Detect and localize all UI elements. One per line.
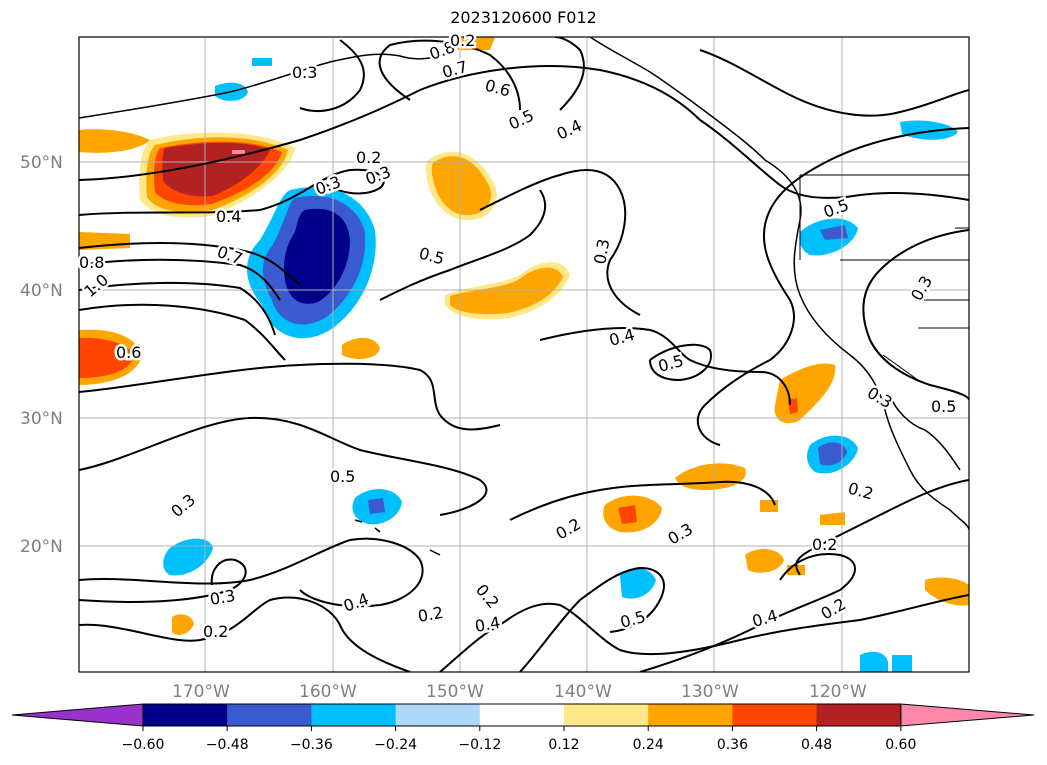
contour-label-halo: 0.5	[931, 397, 956, 416]
contour-label: 0.3	[590, 237, 613, 265]
negative-anomaly-region	[368, 498, 385, 514]
negative-anomaly-region	[900, 120, 958, 140]
political-borders	[799, 174, 969, 381]
positive-anomaly-region	[172, 614, 194, 635]
colorbar-swatch	[311, 704, 397, 726]
colorbar-swatch	[479, 704, 565, 726]
positive-anomaly-region	[455, 37, 495, 50]
contour-label-halo: 0.3	[292, 63, 317, 82]
positive-anomaly-region	[745, 548, 784, 573]
colorbar-tick-label: 0.12	[548, 737, 579, 753]
positive-anomaly-region	[232, 150, 245, 154]
positive-anomaly-region	[162, 142, 270, 197]
positive-anomaly-region	[431, 156, 492, 216]
colorbar-tick-label: −0.60	[122, 737, 165, 753]
contour-label: 0.2	[812, 535, 837, 554]
contour-label-halo: 0.8	[79, 253, 104, 272]
lon-label: 120°W	[809, 682, 867, 702]
colorbar-tick-label: 0.36	[717, 737, 748, 753]
positive-anomaly-region	[450, 267, 563, 315]
lon-label: 170°W	[172, 682, 230, 702]
colorbar-swatch	[648, 704, 733, 726]
colorbar-tick-label: 0.60	[885, 737, 916, 753]
contour-label: 0.6	[116, 343, 141, 362]
contour-label: 0.2	[203, 622, 228, 641]
longitude-labels: 170°W 160°W 150°W 140°W 130°W 120°W	[172, 682, 867, 702]
contour-label-halo: 0.5	[330, 467, 355, 486]
negative-anomaly-region	[163, 538, 213, 576]
negative-anomaly-region	[818, 442, 847, 466]
lat-label: 40°N	[20, 281, 63, 301]
contour-label: 0.2	[356, 148, 381, 167]
contour-label: 0.2	[450, 31, 475, 50]
positive-anomaly-region	[79, 337, 134, 378]
colorbar-tick-label: −0.36	[290, 737, 333, 753]
lat-label: 20°N	[20, 537, 63, 557]
contour-label-halo: 0.2	[203, 622, 228, 641]
contour-label: 0.8	[79, 253, 104, 272]
filled-anomaly-layer	[79, 37, 969, 672]
contour-label: 0.5	[931, 397, 956, 416]
positive-anomaly-region	[925, 577, 969, 606]
negative-anomaly-region	[892, 655, 912, 672]
contour-label: 0.5	[330, 467, 355, 486]
latitude-labels: 50°N 40°N 30°N 20°N	[20, 153, 63, 557]
positive-anomaly-region	[820, 512, 845, 525]
contour-label: 0.3	[292, 63, 317, 82]
colorbar-swatch	[395, 704, 481, 726]
contour-label-halo: 0.2	[450, 31, 475, 50]
lon-label: 160°W	[299, 682, 357, 702]
positive-anomaly-region	[342, 337, 380, 360]
colorbar-swatch	[564, 704, 649, 726]
contour-label: 0.4	[216, 207, 241, 226]
colorbar-swatch	[816, 704, 902, 726]
contour-label: 0.4	[473, 613, 501, 636]
positive-anomaly-region	[618, 505, 637, 524]
positive-anomaly-region	[79, 232, 130, 250]
colorbar: −0.60 −0.48 −0.36 −0.24 −0.12 0.12 0.24 0.36 0.4…	[11, 703, 1035, 753]
lon-label: 150°W	[426, 682, 484, 702]
negative-anomaly-region	[620, 568, 656, 599]
contour-label-halo: 0.4	[216, 207, 241, 226]
colorbar-swatch	[143, 704, 228, 726]
contour-label: 0.2	[416, 603, 444, 626]
colorbar-outline	[142, 703, 902, 727]
coastline	[79, 37, 969, 556]
lat-label: 50°N	[20, 153, 63, 173]
colorbar-extend-max	[900, 703, 1035, 727]
colorbar-tick-label: 0.24	[633, 737, 664, 753]
colorbar-swatch	[732, 704, 818, 726]
lat-label: 30°N	[20, 409, 63, 429]
contour-label-halo: 0.6	[116, 343, 141, 362]
colorbar-tick-label: 0.48	[801, 737, 832, 753]
map-title: 2023120600 F012	[450, 8, 597, 27]
negative-anomaly-region	[284, 208, 350, 304]
negative-anomaly-region	[860, 651, 888, 672]
positive-anomaly-region	[79, 129, 150, 153]
colorbar-tick-label: −0.24	[374, 737, 417, 753]
map-frame	[78, 36, 970, 673]
lon-label: 130°W	[681, 682, 739, 702]
colorbar-tick-label: −0.12	[458, 737, 501, 753]
positive-anomaly-region	[760, 500, 778, 512]
negative-anomaly-region	[252, 58, 272, 66]
contour-label-halo: 0.2	[356, 148, 381, 167]
contour-lines	[79, 37, 969, 672]
colorbar-tick-label: −0.48	[206, 737, 249, 753]
lon-label: 140°W	[554, 682, 612, 702]
colorbar-extend-min	[11, 703, 144, 727]
graticule	[79, 37, 969, 672]
contour-label: 0.3	[208, 586, 236, 609]
negative-anomaly-region	[820, 225, 848, 240]
colorbar-swatch	[227, 704, 312, 726]
contour-label-halo: 0.2	[812, 535, 837, 554]
